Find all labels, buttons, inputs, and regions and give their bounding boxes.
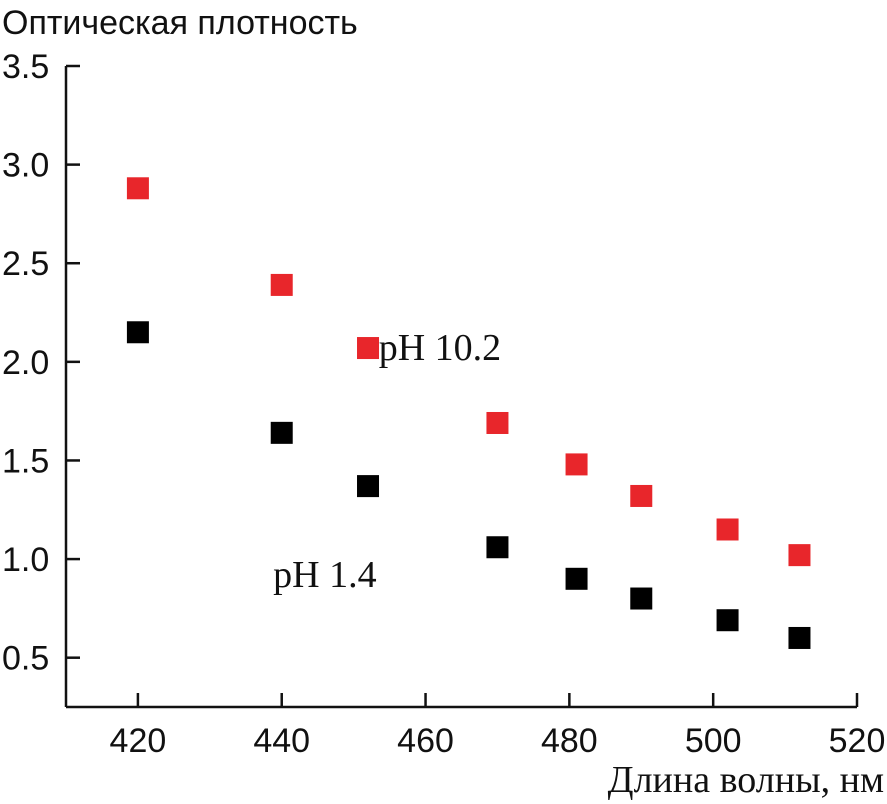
data-point [486,411,509,434]
series-annotation: pH 1.4 [273,554,376,596]
axes: 0.5 1.0 1.5 2.0 2.5 3.0 3.5 420 440 460 480 500 520 [2,48,885,760]
data-point [357,475,380,498]
data-point [565,453,588,476]
series-ph-1-4 [126,321,811,649]
series-ph-10-2 [126,177,811,567]
y-tick-label: 2.5 [2,245,49,283]
data-point [630,484,653,507]
x-tick-label: 480 [541,722,598,760]
data-point [270,421,293,444]
data-point [788,544,811,567]
y-tick-label: 2.0 [2,344,49,382]
data-point [716,518,739,541]
y-tick-label: 0.5 [2,640,49,678]
x-axis-label: Длина волны, нм [608,759,884,801]
data-point [270,273,293,296]
y-tick-label: 3.0 [2,147,49,185]
data-points [126,177,811,649]
data-point [126,177,149,200]
data-point [716,609,739,632]
y-axis-label: Оптическая плотность [2,4,358,42]
x-tick-label: 500 [685,722,742,760]
y-tick-label: 1.5 [2,442,49,480]
y-tick-label: 1.0 [2,541,49,579]
x-tick-label: 460 [397,722,454,760]
series-annotation: pH 10.2 [379,327,501,369]
series-annotations: pH 10.2 pH 1.4 [273,327,501,596]
data-point [357,337,380,360]
x-tick-label: 420 [110,722,167,760]
data-point [630,587,653,610]
x-tick-label: 520 [829,722,886,760]
data-point [126,321,149,344]
y-tick-label: 3.5 [2,48,49,86]
x-tick-label: 440 [253,722,310,760]
data-point [486,536,509,559]
data-point [565,567,588,590]
data-point [788,626,811,649]
